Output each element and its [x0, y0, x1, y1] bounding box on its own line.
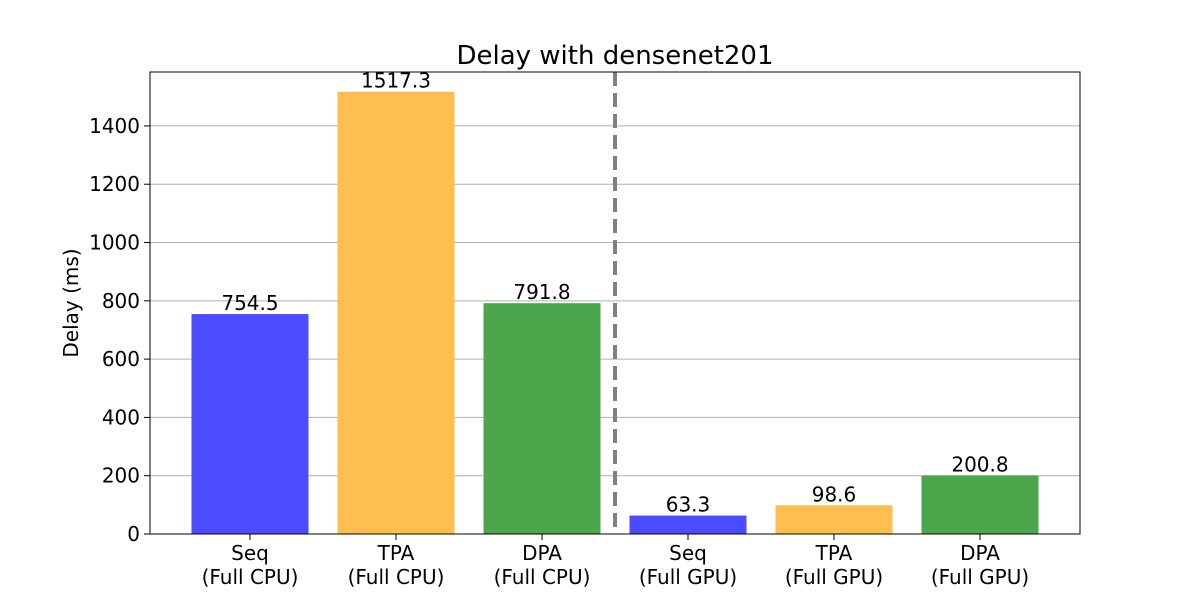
- x-ticks: Seq (Full CPU)TPA (Full CPU)DPA (Full CPU)S…: [202, 534, 1029, 589]
- x-tick-label-line: (Full CPU): [494, 565, 591, 589]
- y-tick-label: 0: [127, 522, 140, 546]
- y-tick-label: 1000: [89, 231, 140, 255]
- bar: [483, 303, 601, 534]
- y-tick-label: 1400: [89, 114, 140, 138]
- x-tick-label-line: DPA: [960, 541, 1000, 565]
- x-tick-label-line: Seq: [669, 541, 707, 565]
- x-tick-label-line: DPA: [522, 541, 562, 565]
- bar: [775, 505, 893, 534]
- bar-value-label: 1517.3: [361, 69, 431, 93]
- x-tick-label: DPA (Full CPU): [494, 541, 591, 589]
- bar-value-label: 791.8: [513, 280, 570, 304]
- bar-value-label: 754.5: [221, 291, 278, 315]
- y-tick-label: 200: [102, 464, 140, 488]
- x-tick-label-line: (Full CPU): [202, 565, 299, 589]
- x-tick-label: DPA (Full GPU): [931, 541, 1029, 589]
- x-tick-label-line: (Full GPU): [639, 565, 737, 589]
- y-ticks: 0 200 400 600 800 1000 1200 1400: [89, 114, 150, 546]
- plot-frame: [149, 71, 1081, 535]
- x-tick-label-line: (Full CPU): [348, 565, 445, 589]
- chart-title: Delay with densenet201: [456, 41, 773, 71]
- y-tick-label: 1200: [89, 172, 140, 196]
- bar: [921, 475, 1039, 534]
- y-tick-label: 800: [102, 289, 140, 313]
- bar: [337, 91, 455, 535]
- y-axis-label: Delay (ms): [59, 248, 83, 357]
- bar-value-label: 200.8: [951, 452, 1008, 476]
- x-tick-label: TPA (Full GPU): [785, 541, 883, 589]
- x-tick-label: Seq (Full GPU): [639, 541, 737, 589]
- bar: [629, 515, 747, 534]
- y-tick-label: 600: [102, 347, 140, 371]
- x-tick-label-line: TPA: [815, 541, 853, 565]
- x-tick-label-line: Seq: [231, 541, 269, 565]
- y-tick-label: 400: [102, 405, 140, 429]
- bars: [191, 91, 1039, 535]
- x-tick-label: TPA (Full CPU): [348, 541, 445, 589]
- data-labels: 754.5 1517.3 791.8 63.3 98.6 200.8: [221, 69, 1008, 517]
- x-tick-label-line: (Full GPU): [931, 565, 1029, 589]
- x-tick-label-line: TPA: [377, 541, 415, 565]
- plot-border: [149, 71, 1081, 535]
- bar-value-label: 98.6: [812, 482, 857, 506]
- x-tick-label-line: (Full GPU): [785, 565, 883, 589]
- bar: [191, 314, 309, 534]
- x-tick-label: Seq (Full CPU): [202, 541, 299, 589]
- bar-value-label: 63.3: [666, 493, 711, 517]
